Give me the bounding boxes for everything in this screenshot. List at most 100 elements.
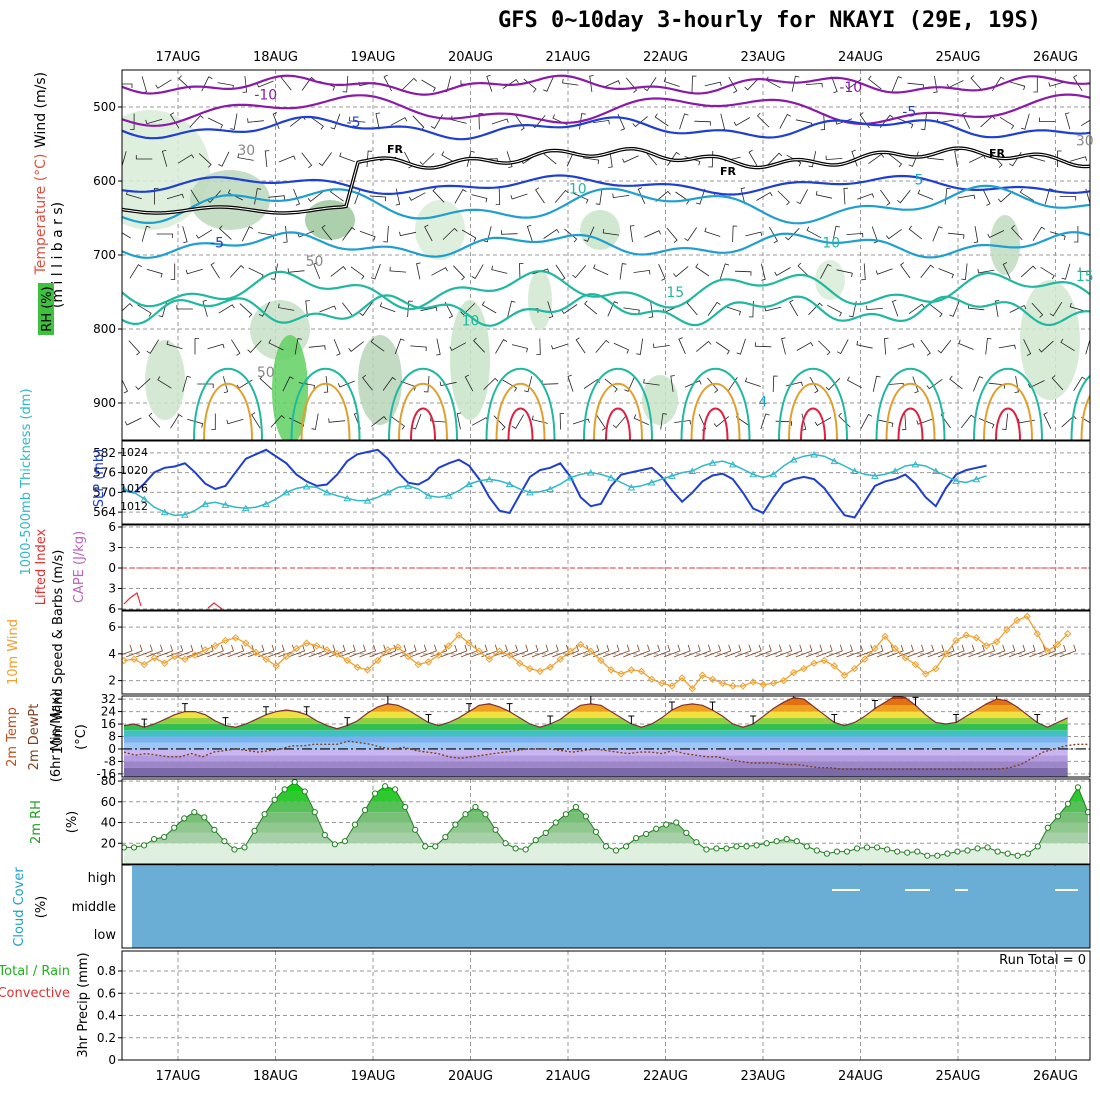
- wind-barb: [207, 117, 224, 129]
- ytick-label-slp: 1016: [120, 482, 148, 495]
- wind-barb: [808, 302, 823, 316]
- wind-barb: [491, 118, 509, 125]
- rh-marker: [1054, 813, 1061, 820]
- wind-speed-marker: [830, 662, 839, 670]
- wind-barb: [912, 376, 919, 394]
- wind-barb: [495, 339, 508, 354]
- day-label-bottom: 22AUG: [643, 1069, 688, 1084]
- wind-barb: [818, 340, 831, 356]
- ytick-label: 0: [108, 1053, 116, 1067]
- wind-barb: [541, 380, 559, 385]
- rh-shading: [358, 335, 402, 425]
- axis-label-precip: 3hr Precip (mm): [76, 952, 91, 1057]
- wind-barb: [1020, 113, 1030, 130]
- wind-barb: [629, 225, 635, 242]
- wind-barb: [395, 188, 401, 206]
- contour-label: -10: [839, 80, 862, 96]
- rh-shading: [815, 260, 845, 300]
- wind-speed-marker: [414, 660, 422, 669]
- wind-speed-marker: [972, 634, 981, 642]
- rh-marker: [763, 840, 770, 847]
- contour-label: 10: [569, 182, 587, 198]
- rh-marker: [261, 811, 268, 818]
- wind-barb: [772, 375, 778, 393]
- rh-marker: [673, 819, 680, 826]
- wind-barb: [230, 265, 245, 278]
- wind-barb: [637, 187, 646, 204]
- wind-barb: [973, 226, 979, 243]
- warm-contour: [398, 382, 448, 440]
- wind-barb: [786, 154, 802, 167]
- upper-contours: [122, 74, 1090, 440]
- wind-barb: [920, 339, 931, 356]
- wind-barb: [218, 151, 230, 167]
- wind-barb: [748, 300, 754, 318]
- wind-barb: [251, 412, 261, 429]
- rh-marker: [221, 838, 228, 845]
- wind-barb: [583, 226, 595, 242]
- wind-barb-10m: [613, 644, 630, 658]
- wind-barb: [177, 154, 195, 164]
- wind-barb: [573, 192, 589, 204]
- wind-barb: [280, 74, 292, 91]
- wind-barb: [1059, 196, 1077, 201]
- day-label-bottom: 18AUG: [253, 1069, 298, 1084]
- wind-barb: [342, 226, 356, 241]
- wind-barb: [846, 232, 864, 238]
- wind-barb: [313, 262, 321, 280]
- day-label-top: 17AUG: [155, 50, 200, 65]
- day-label-top: 22AUG: [643, 50, 688, 65]
- wind-barb-10m: [643, 644, 661, 658]
- ytick-label: 570: [93, 485, 116, 499]
- wind-barb-10m: [592, 644, 610, 658]
- wind-barb: [897, 118, 914, 129]
- wind-barb: [1011, 225, 1023, 241]
- minmax-whisker: [587, 696, 594, 704]
- wind-barb: [851, 149, 858, 167]
- warm-contour: [973, 367, 1043, 440]
- freezing-level-label: FR: [387, 143, 404, 156]
- wind-barb: [211, 413, 216, 430]
- minmax-whisker: [709, 701, 716, 711]
- wind-barb: [596, 414, 606, 431]
- ytick-label: 0.6: [97, 986, 116, 1000]
- wind-barb: [237, 153, 254, 161]
- wind-barb: [684, 380, 702, 388]
- day-label-top: 19AUG: [350, 50, 395, 65]
- wind-barb: [1060, 338, 1075, 352]
- wind-barb: [832, 225, 840, 242]
- wind-barb: [622, 155, 639, 163]
- wind-barb: [785, 381, 803, 387]
- wind-speed-marker: [1064, 630, 1072, 638]
- wind-barb: [510, 193, 528, 200]
- wind-barb: [769, 226, 778, 244]
- wind-speed-marker: [211, 642, 220, 650]
- rh-marker: [462, 811, 469, 818]
- wind-barb: [612, 193, 630, 199]
- axis-label-millibars: (m i l l i b a r s): [50, 202, 66, 308]
- wind-speed-marker: [465, 639, 473, 647]
- wind-barb: [124, 417, 142, 426]
- wind-barb: [908, 225, 923, 240]
- wind-barb: [592, 119, 610, 125]
- wind-barb: [453, 265, 465, 281]
- wind-barb: [1020, 265, 1037, 278]
- wind-barb-10m: [410, 644, 427, 658]
- wind-barb-10m: [176, 644, 194, 658]
- ytick-label: 4: [108, 647, 116, 661]
- wind-barb: [636, 338, 643, 355]
- wind-barb: [796, 341, 814, 351]
- rh-marker: [341, 838, 349, 845]
- chart-title: GFS 0~10day 3-hourly for NKAYI (29E, 19S…: [498, 8, 1042, 33]
- wind-speed-marker: [160, 659, 169, 667]
- rh-marker: [151, 836, 158, 843]
- panel-frame-p2: [121, 440, 1091, 525]
- wind-barb: [122, 83, 133, 88]
- wind-barb: [708, 150, 714, 168]
- rh-marker: [181, 815, 188, 822]
- wind-barb: [595, 339, 610, 353]
- wind-speed-marker: [637, 667, 646, 675]
- wind-barb: [227, 189, 243, 201]
- wind-speed-marker: [363, 666, 372, 674]
- rh-marker: [843, 848, 851, 855]
